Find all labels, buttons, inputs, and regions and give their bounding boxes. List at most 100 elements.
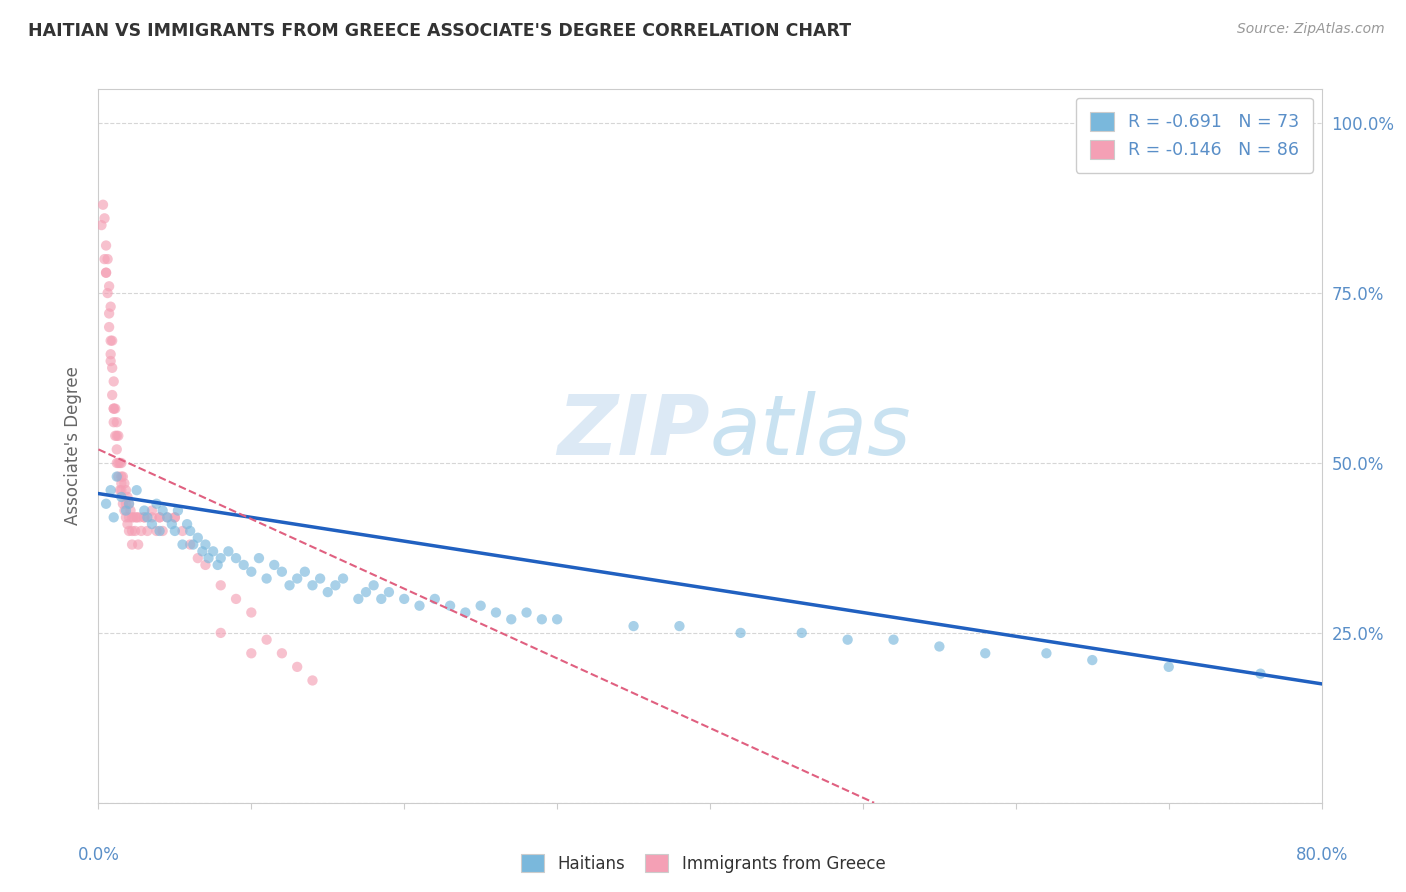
Y-axis label: Associate's Degree: Associate's Degree	[65, 367, 83, 525]
Point	[730, 626, 752, 640]
Text: Source: ZipAtlas.com: Source: ZipAtlas.com	[1237, 22, 1385, 37]
Point	[98, 320, 121, 334]
Point	[176, 517, 198, 532]
Point	[94, 266, 117, 280]
Point	[454, 606, 477, 620]
Point	[378, 585, 401, 599]
Point	[197, 551, 219, 566]
Point	[129, 524, 152, 538]
Point	[163, 510, 186, 524]
Point	[104, 401, 127, 416]
Point	[121, 537, 143, 551]
Point	[103, 401, 125, 416]
Point	[149, 510, 172, 524]
Point	[623, 619, 645, 633]
Point	[187, 531, 209, 545]
Point	[240, 606, 263, 620]
Point	[285, 572, 308, 586]
Point	[883, 632, 905, 647]
Point	[152, 524, 174, 538]
Point	[105, 415, 128, 429]
Point	[209, 578, 232, 592]
Point	[121, 510, 143, 524]
Point	[94, 238, 117, 252]
Point	[104, 429, 127, 443]
Point	[117, 490, 139, 504]
Point	[439, 599, 461, 613]
Point	[111, 497, 134, 511]
Point	[101, 360, 124, 375]
Point	[247, 551, 270, 566]
Point	[108, 456, 131, 470]
Point	[301, 578, 323, 592]
Point	[408, 599, 430, 613]
Point	[325, 578, 347, 592]
Point	[256, 572, 278, 586]
Point	[217, 544, 239, 558]
Point	[354, 585, 377, 599]
Legend: R = -0.691   N = 73, R = -0.146   N = 86: R = -0.691 N = 73, R = -0.146 N = 86	[1076, 98, 1313, 173]
Point	[105, 456, 128, 470]
Point	[100, 334, 122, 348]
Point	[110, 469, 132, 483]
Point	[103, 510, 125, 524]
Point	[470, 599, 492, 613]
Point	[105, 442, 128, 457]
Point	[1035, 646, 1057, 660]
Point	[332, 572, 354, 586]
Point	[112, 503, 135, 517]
Point	[152, 503, 174, 517]
Point	[423, 591, 446, 606]
Point	[145, 497, 167, 511]
Point	[172, 537, 194, 551]
Point	[179, 524, 201, 538]
Point	[1157, 660, 1180, 674]
Point	[107, 429, 129, 443]
Point	[127, 537, 149, 551]
Point	[100, 347, 122, 361]
Point	[172, 524, 194, 538]
Point	[160, 517, 183, 532]
Point	[240, 646, 263, 660]
Point	[232, 558, 254, 572]
Point	[163, 510, 186, 524]
Point	[837, 632, 859, 647]
Point	[110, 490, 132, 504]
Point	[110, 456, 132, 470]
Point	[191, 544, 214, 558]
Point	[93, 211, 115, 226]
Point	[110, 483, 132, 498]
Point	[124, 524, 146, 538]
Point	[101, 388, 124, 402]
Point	[149, 524, 172, 538]
Point	[128, 510, 150, 524]
Point	[347, 591, 370, 606]
Point	[202, 544, 225, 558]
Point	[167, 503, 190, 517]
Point	[100, 300, 122, 314]
Point	[94, 497, 117, 511]
Point	[270, 646, 292, 660]
Point	[97, 286, 120, 301]
Point	[225, 591, 247, 606]
Point	[156, 510, 179, 524]
Point	[392, 591, 416, 606]
Point	[370, 591, 392, 606]
Point	[187, 551, 209, 566]
Point	[149, 510, 172, 524]
Text: ZIP: ZIP	[557, 392, 710, 472]
Point	[115, 483, 138, 498]
Point	[270, 565, 292, 579]
Point	[115, 503, 138, 517]
Point	[108, 483, 131, 498]
Point	[122, 510, 145, 524]
Point	[278, 578, 301, 592]
Point	[194, 558, 217, 572]
Point	[263, 558, 285, 572]
Point	[115, 497, 138, 511]
Point	[118, 510, 141, 524]
Point	[118, 497, 141, 511]
Point	[516, 606, 538, 620]
Text: HAITIAN VS IMMIGRANTS FROM GREECE ASSOCIATE'S DEGREE CORRELATION CHART: HAITIAN VS IMMIGRANTS FROM GREECE ASSOCI…	[28, 22, 851, 40]
Point	[125, 510, 148, 524]
